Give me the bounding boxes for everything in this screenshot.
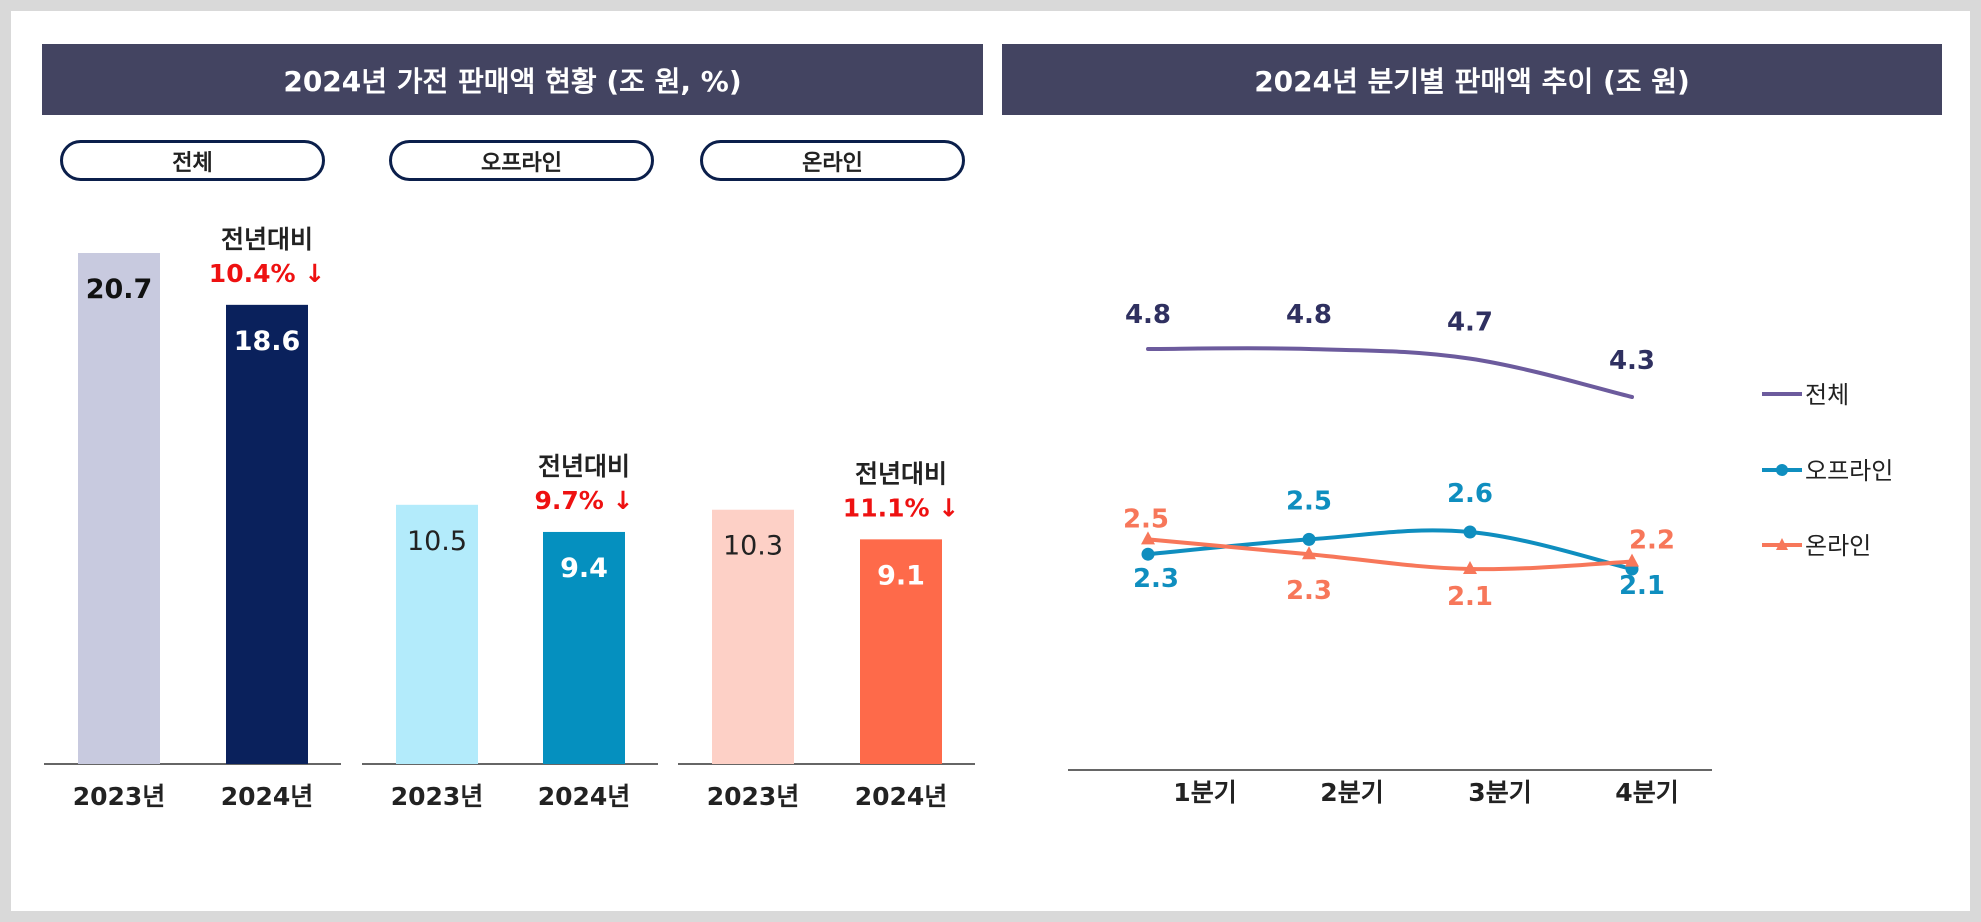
- group-pill-online: 온라인: [700, 140, 965, 181]
- right-panel-title: 2024년 분기별 판매액 추이 (조 원): [1002, 44, 1942, 115]
- left-panel-title: 2024년 가전 판매액 현황 (조 원, %): [42, 44, 983, 115]
- group-pill-offline: 오프라인: [389, 140, 654, 181]
- group-pill-total: 전체: [60, 140, 325, 181]
